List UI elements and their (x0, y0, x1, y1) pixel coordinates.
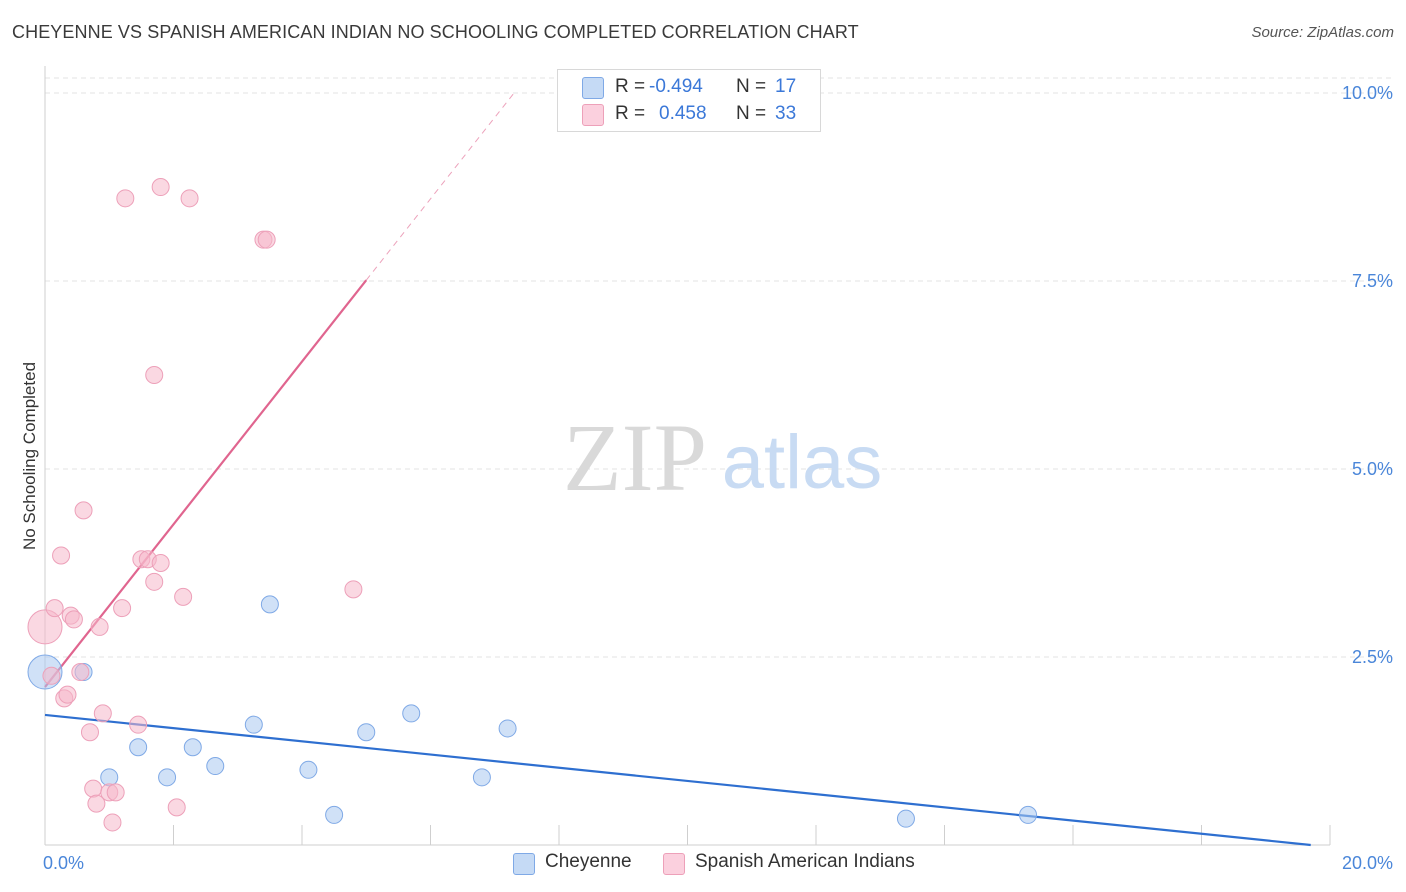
grid-lines (45, 77, 1392, 658)
data-point (260, 595, 279, 614)
data-point (206, 757, 225, 776)
legend-label-cheyenne: Cheyenne (545, 851, 632, 872)
data-point (1019, 805, 1038, 824)
data-point (244, 715, 263, 734)
data-point (167, 798, 186, 817)
watermark-atlas: atlas (722, 420, 883, 505)
y-tick-label: 5.0% (1352, 459, 1393, 479)
legend-n-label: N = (736, 76, 767, 97)
data-point (42, 666, 61, 685)
data-points (27, 178, 1038, 832)
data-point (299, 760, 318, 779)
data-point (58, 685, 77, 704)
legend-r-label: R = (615, 76, 646, 97)
legend-swatch-cheyenne (513, 853, 535, 875)
data-point (498, 719, 517, 738)
y-tick-label: 2.5% (1352, 647, 1393, 667)
data-point (151, 178, 170, 197)
trend-line-extension (365, 92, 515, 281)
legend-r-label: R = (615, 103, 646, 124)
data-point (145, 366, 164, 385)
data-point (896, 809, 915, 828)
correlation-legend: R = -0.494 N = 17 R = 0.458 N = 33 (557, 69, 821, 132)
data-point (106, 783, 125, 802)
legend-swatch-spanish-american-indians (582, 104, 604, 126)
data-point (472, 768, 491, 787)
data-point (129, 738, 148, 757)
legend-swatch-cheyenne (582, 77, 604, 99)
data-point (27, 609, 63, 645)
legend-r-value: 0.458 (659, 103, 707, 124)
data-point (357, 723, 376, 742)
legend-swatch-spanish-american-indians (663, 853, 685, 875)
data-point (93, 704, 112, 723)
y-axis-label: No Schooling Completed (20, 362, 39, 550)
data-point (129, 715, 148, 734)
data-point (402, 704, 421, 723)
legend-n-value: 33 (775, 103, 797, 124)
data-point (52, 546, 71, 565)
data-point (257, 230, 276, 249)
data-point (344, 580, 363, 599)
data-point (103, 813, 122, 832)
tick-labels: 2.5% 5.0% 7.5% 10.0% 0.0% 20.0% (43, 83, 1393, 873)
legend-label-spanish-american-indians: Spanish American Indians (695, 851, 915, 872)
data-point (116, 189, 135, 208)
data-point (90, 617, 109, 636)
data-point (325, 805, 344, 824)
data-point (113, 599, 132, 618)
legend-r-value: -0.494 (649, 76, 703, 97)
data-point (174, 587, 193, 606)
data-point (180, 189, 199, 208)
data-point (87, 794, 106, 813)
data-point (71, 663, 90, 682)
data-point (151, 554, 170, 573)
data-point (64, 610, 83, 629)
data-point (74, 501, 93, 520)
trend-line (44, 713, 1311, 847)
data-point (80, 723, 99, 742)
data-point (45, 599, 64, 618)
data-point (158, 768, 177, 787)
legend-n-value: 17 (775, 76, 797, 97)
watermark-zip: ZIP (563, 404, 707, 511)
watermark: ZIP atlas (563, 404, 882, 511)
legend-n-label: N = (736, 103, 767, 124)
data-point (183, 738, 202, 757)
y-tick-label: 10.0% (1342, 83, 1393, 103)
data-point (84, 779, 103, 798)
chart-title: CHEYENNE VS SPANISH AMERICAN INDIAN NO S… (12, 22, 859, 42)
y-tick-label: 7.5% (1352, 271, 1393, 291)
x-tick-label: 0.0% (43, 853, 84, 873)
source-label: Source: ZipAtlas.com (1251, 24, 1394, 41)
legend-row-spanish-american-indians: R = 0.458 N = 33 (558, 101, 820, 129)
data-point (100, 768, 119, 787)
x-tick-label: 20.0% (1342, 853, 1393, 873)
data-point (145, 572, 164, 591)
legend-row-cheyenne: R = -0.494 N = 17 (558, 74, 820, 102)
